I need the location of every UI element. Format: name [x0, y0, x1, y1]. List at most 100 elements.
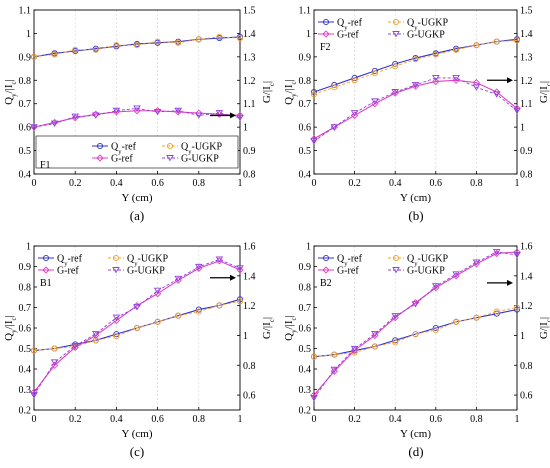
data-point — [411, 82, 420, 90]
data-point — [195, 36, 202, 43]
data-point — [310, 138, 318, 145]
x-tick-label: 0.4 — [110, 414, 123, 425]
data-point — [310, 391, 318, 399]
y2-tick-label: 1.6 — [520, 242, 533, 253]
data-point — [412, 56, 419, 63]
y-tick-label: 1 — [306, 242, 311, 253]
x-tick-label: 0.8 — [470, 414, 483, 425]
x-tick-label: 0.4 — [389, 414, 402, 425]
data-point — [133, 105, 141, 112]
case-label: B1 — [40, 278, 52, 289]
right-axis-arrowhead — [507, 77, 513, 84]
y-tick-label: 0.7 — [299, 303, 312, 314]
x-tick-label: 0.2 — [348, 178, 361, 189]
data-point — [350, 346, 359, 355]
data-point — [392, 63, 399, 70]
series-line-G-ref — [33, 260, 241, 393]
panel-a: 0 0.2 0.4 0.6 0.8 10.40.50.60.70.80.911.10.80… — [3, 6, 276, 224]
x-tick-label: 0.2 — [69, 178, 82, 189]
y-tick-label: 0.8 — [299, 76, 312, 87]
legend-label-g_ugkp: G-UGKP — [407, 266, 445, 277]
data-point — [411, 301, 420, 308]
panel-tag: (c) — [130, 444, 144, 459]
data-point — [392, 337, 399, 344]
data-point — [174, 108, 182, 116]
legend-marker — [322, 18, 330, 26]
data-point — [50, 361, 59, 369]
data-point — [452, 74, 460, 82]
data-point — [236, 296, 244, 303]
legend-label-qy_ugkp: Qy-UGKP — [407, 18, 448, 32]
data-point — [310, 135, 318, 143]
data-point — [195, 308, 202, 315]
y-tick-label: 0.9 — [299, 262, 312, 273]
data-point — [330, 124, 339, 131]
data-point — [195, 263, 203, 271]
right-axis-arrowhead — [230, 274, 236, 281]
data-point — [310, 395, 318, 402]
y2-tick-label: 1.1 — [243, 99, 256, 110]
data-point — [351, 77, 358, 84]
y-tick-label: 0.6 — [19, 123, 32, 134]
legend-marker — [392, 31, 400, 38]
data-point — [175, 312, 182, 319]
case-label: B2 — [320, 278, 332, 289]
legend-label-g_ugkp: G-UGKP — [181, 154, 219, 165]
x-tick-label: 1 — [238, 178, 243, 189]
data-point — [113, 333, 120, 340]
y2-tick-label: 1.4 — [520, 29, 533, 40]
data-point — [236, 266, 244, 274]
y-tick-label: 0.7 — [19, 303, 32, 314]
data-point — [71, 343, 79, 352]
data-point — [453, 318, 460, 325]
data-point — [30, 392, 38, 399]
data-point — [432, 326, 439, 334]
y-tick-label: 0.2 — [19, 406, 32, 417]
y-axis-label: Qy/|Ic| — [283, 79, 298, 105]
data-point — [30, 347, 38, 354]
y2-tick-label: 1.6 — [243, 242, 256, 253]
data-point — [493, 308, 500, 315]
data-point — [493, 38, 500, 45]
data-point — [452, 271, 460, 278]
y-tick-label: 0.4 — [299, 170, 312, 181]
y-tick-label: 0.8 — [19, 76, 32, 87]
legend-marker — [96, 154, 104, 162]
y2-tick-label: 1.2 — [520, 301, 533, 312]
legend-label-qy_ref: Qy-ref — [57, 254, 83, 268]
legend-label-qy_ref: Qy-ref — [337, 254, 363, 268]
y2-tick-label: 1.5 — [520, 6, 533, 17]
data-point — [391, 89, 399, 96]
data-point — [513, 248, 521, 256]
y-tick-label: 0.5 — [19, 344, 32, 355]
legend-marker — [392, 254, 400, 262]
data-point — [133, 304, 141, 311]
x-tick-label: 0.6 — [151, 178, 164, 189]
y-tick-label: 0.5 — [299, 146, 312, 157]
data-point — [92, 112, 100, 119]
legend-label-qy_ugkp: Qy-UGKP — [407, 254, 448, 268]
y2-tick-label: 0.9 — [243, 146, 256, 157]
data-point — [331, 351, 338, 358]
y2-tick-label: 1 — [520, 123, 525, 134]
legend-label-g_ugkp: G-UGKP — [127, 266, 165, 277]
legend-marker — [322, 30, 330, 38]
data-point — [310, 88, 318, 96]
legend-marker — [322, 254, 330, 262]
data-point — [195, 306, 202, 313]
y2-tick-label: 0.6 — [520, 391, 533, 402]
x-tick-label: 0 — [32, 414, 37, 425]
y-tick-label: 0.5 — [19, 146, 32, 157]
y2-tick-label: 0.8 — [520, 361, 533, 372]
data-point — [92, 337, 99, 344]
data-point — [112, 107, 121, 115]
panel-d: 0 0.2 0.4 0.6 0.8 10.20.30.40.50.60.70.80.910… — [283, 242, 550, 460]
data-point — [411, 82, 420, 89]
y-tick-label: 0.3 — [299, 385, 312, 396]
data-point — [472, 260, 481, 268]
data-point — [493, 310, 500, 317]
data-point — [71, 114, 79, 122]
x-tick-label: 0.2 — [69, 414, 82, 425]
data-point — [154, 318, 161, 325]
legend-label-g_ref: G-ref — [111, 154, 133, 165]
